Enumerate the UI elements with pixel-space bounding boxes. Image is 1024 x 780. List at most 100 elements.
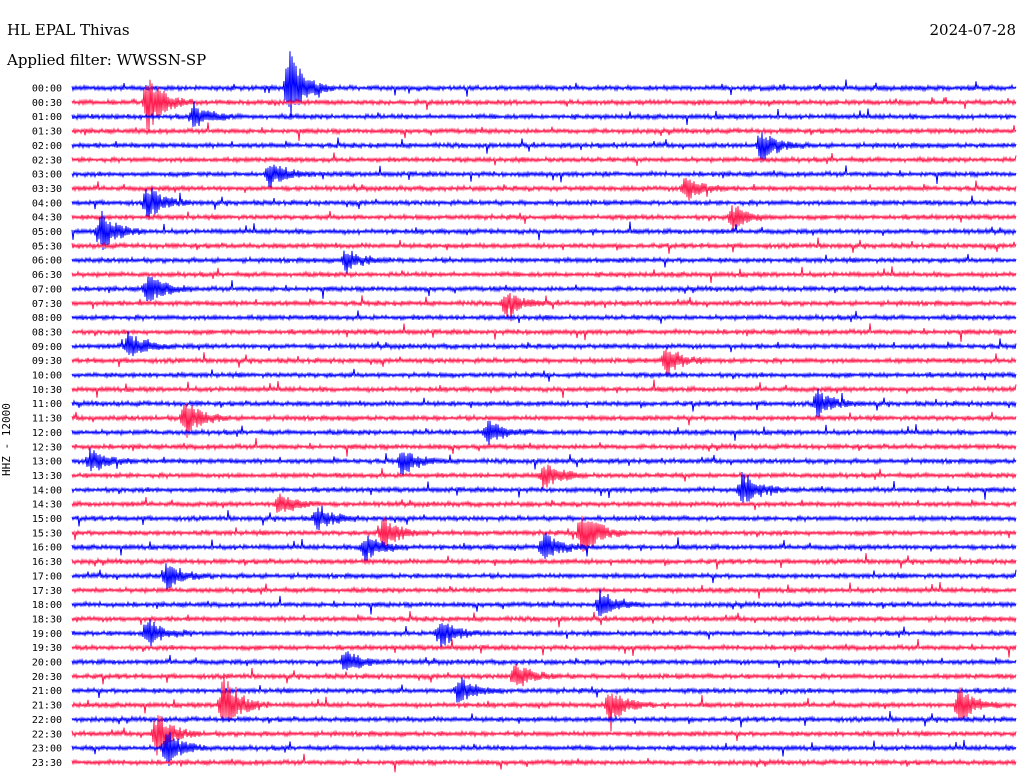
time-label: 19:30 bbox=[32, 643, 62, 654]
trace-row-0900 bbox=[71, 330, 1017, 357]
trace-row-0730 bbox=[71, 292, 1017, 322]
time-label: 05:30 bbox=[32, 241, 62, 252]
time-label: 08:30 bbox=[32, 327, 62, 338]
date-label: 2024-07-28 bbox=[929, 21, 1016, 39]
trace-row-1930 bbox=[71, 638, 1017, 658]
trace-row-1800 bbox=[71, 588, 1017, 617]
time-label: 18:30 bbox=[32, 614, 62, 625]
trace-row-1300 bbox=[71, 448, 1017, 476]
time-label: 22:30 bbox=[32, 729, 62, 740]
trace-row-1500 bbox=[71, 505, 1017, 531]
time-label: 12:00 bbox=[32, 428, 62, 439]
time-label: 02:00 bbox=[32, 141, 62, 152]
trace-row-0630 bbox=[71, 266, 1017, 283]
trace-row-0400 bbox=[71, 187, 1017, 221]
trace-row-1900 bbox=[71, 619, 1017, 647]
time-label: 22:00 bbox=[32, 715, 62, 726]
trace-row-0130 bbox=[71, 122, 1017, 141]
time-label: 03:30 bbox=[32, 184, 62, 195]
time-label: 04:00 bbox=[32, 198, 62, 209]
trace-row-2300 bbox=[71, 732, 1017, 767]
trace-row-2000 bbox=[71, 651, 1017, 671]
time-label: 09:30 bbox=[32, 356, 62, 367]
time-label: 17:00 bbox=[32, 571, 62, 582]
time-label: 09:00 bbox=[32, 342, 62, 353]
time-label: 11:30 bbox=[32, 414, 62, 425]
time-label: 04:30 bbox=[32, 213, 62, 224]
trace-row-0530 bbox=[71, 237, 1017, 254]
time-label: 12:30 bbox=[32, 442, 62, 453]
trace-row-0930 bbox=[71, 349, 1017, 376]
trace-row-0700 bbox=[71, 276, 1017, 302]
time-label: 23:00 bbox=[32, 744, 62, 755]
trace-row-0430 bbox=[71, 205, 1017, 231]
trace-row-0230 bbox=[71, 152, 1017, 166]
time-label: 00:30 bbox=[32, 98, 62, 109]
trace-row-0030 bbox=[71, 79, 1017, 132]
time-label: 06:00 bbox=[32, 256, 62, 267]
trace-row-1530 bbox=[71, 515, 1017, 554]
trace-row-1600 bbox=[71, 532, 1017, 562]
station-title: HL EPAL Thivas bbox=[7, 21, 130, 39]
trace-row-2330 bbox=[71, 753, 1017, 773]
filter-label: Applied filter: WWSSN-SP bbox=[7, 51, 207, 69]
trace-row-1400 bbox=[71, 471, 1017, 503]
time-label: 00:00 bbox=[32, 84, 62, 95]
trace-row-1200 bbox=[71, 420, 1017, 445]
trace-row-0330 bbox=[71, 177, 1017, 201]
time-label: 07:30 bbox=[32, 299, 62, 310]
time-label: 06:30 bbox=[32, 270, 62, 281]
trace-row-1630 bbox=[71, 553, 1017, 570]
time-label: 13:00 bbox=[32, 457, 62, 468]
trace-row-1230 bbox=[71, 438, 1017, 457]
trace-row-1130 bbox=[71, 403, 1017, 438]
time-label: 01:00 bbox=[32, 112, 62, 123]
time-label: 14:30 bbox=[32, 500, 62, 511]
time-label: 15:30 bbox=[32, 528, 62, 539]
time-label: 20:30 bbox=[32, 672, 62, 683]
time-label: 14:00 bbox=[32, 485, 62, 496]
trace-row-0600 bbox=[71, 250, 1017, 274]
time-label: 23:30 bbox=[32, 758, 62, 769]
trace-row-1730 bbox=[71, 581, 1017, 599]
trace-row-0000 bbox=[71, 51, 1017, 120]
time-label: 10:30 bbox=[32, 385, 62, 396]
time-label: 05:00 bbox=[32, 227, 62, 238]
trace-row-2200 bbox=[71, 711, 1017, 728]
time-label: 08:00 bbox=[32, 313, 62, 324]
time-label: 17:30 bbox=[32, 586, 62, 597]
time-label: 19:00 bbox=[32, 629, 62, 640]
trace-row-1830 bbox=[71, 610, 1017, 628]
trace-row-1030 bbox=[71, 379, 1017, 399]
time-label: 21:00 bbox=[32, 686, 62, 697]
trace-row-0830 bbox=[71, 323, 1017, 342]
time-label: 16:30 bbox=[32, 557, 62, 568]
trace-row-1100 bbox=[71, 388, 1017, 418]
time-label: 11:00 bbox=[32, 399, 62, 410]
time-label: 10:00 bbox=[32, 371, 62, 382]
time-label: 03:00 bbox=[32, 170, 62, 181]
trace-row-2030 bbox=[71, 663, 1017, 687]
trace-row-0200 bbox=[71, 132, 1017, 163]
time-label: 15:00 bbox=[32, 514, 62, 525]
time-labels: 00:00 00:30 01:00 01:30 02:00 02:30 03:00 03:30… bbox=[32, 84, 62, 769]
trace-row-2100 bbox=[71, 677, 1017, 703]
trace-row-0500 bbox=[71, 210, 1017, 251]
time-label: 20:00 bbox=[32, 658, 62, 669]
time-label: 07:00 bbox=[32, 284, 62, 295]
time-label: 13:30 bbox=[32, 471, 62, 482]
trace-row-2130 bbox=[71, 676, 1017, 732]
trace-row-0800 bbox=[71, 310, 1017, 324]
time-label: 18:00 bbox=[32, 600, 62, 611]
trace-row-0100 bbox=[71, 100, 1017, 127]
time-label: 21:30 bbox=[32, 701, 62, 712]
trace-row-1700 bbox=[71, 563, 1017, 591]
trace-row-1330 bbox=[71, 464, 1017, 489]
trace-row-2230 bbox=[71, 715, 1017, 756]
seismic-traces bbox=[71, 51, 1017, 773]
time-label: 16:00 bbox=[32, 543, 62, 554]
trace-row-1000 bbox=[71, 368, 1017, 382]
trace-row-1430 bbox=[71, 493, 1017, 513]
time-label: 01:30 bbox=[32, 127, 62, 138]
